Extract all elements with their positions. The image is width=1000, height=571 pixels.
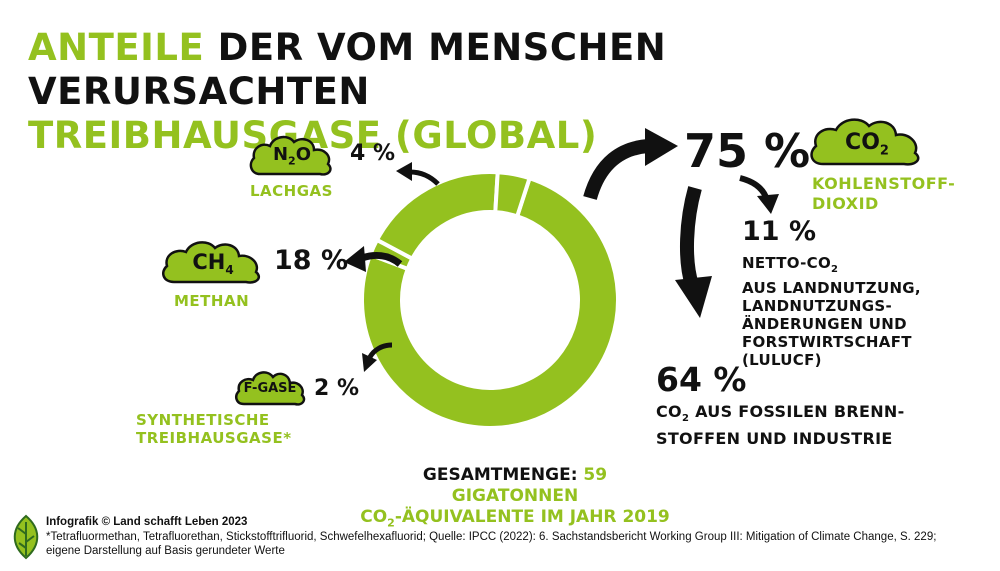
fgas-label: SYNTHETISCHE TREIBHAUSGASE*: [136, 411, 292, 447]
n2o-cloud: [249, 135, 332, 176]
arrow-to-ch4: [360, 252, 403, 267]
n2o-cloud-label: N2O: [272, 144, 312, 168]
arrow-to-co2: [583, 139, 649, 201]
leaf-logo-icon: [13, 514, 39, 560]
title-line-1: ANTEILE DER VOM MENSCHEN VERURSACHTEN: [28, 26, 1000, 114]
fossil-percent: 64 %: [656, 360, 747, 399]
ch4-label: METHAN: [174, 292, 250, 310]
footer-note-1: *Tetrafluormethan, Tetrafluorethan, Stic…: [46, 531, 937, 543]
footer-note-2: eigene Darstellung auf Basis gerundeter …: [46, 545, 285, 557]
arrow-to-fossil: [680, 186, 702, 288]
donut-slice-co2_total: [360, 175, 620, 430]
title-rest: DER VOM MENSCHEN VERURSACHTEN: [28, 26, 667, 113]
lulucf-percent: 11 %: [742, 216, 817, 247]
arrow-to-ch4-head: [344, 246, 366, 272]
n2o-label: LACHGAS: [250, 182, 333, 200]
co2-cloud: [810, 118, 920, 166]
ch4-cloud-label: CH4: [192, 250, 234, 278]
n2o-percent: 4 %: [350, 141, 396, 166]
arrow-to-fossil-head: [675, 276, 712, 318]
arrow-to-lulucf-head: [757, 194, 779, 214]
ch4-percent: 18 %: [274, 245, 349, 276]
arrow-to-fgas-head: [362, 353, 377, 372]
arrow-to-fgas: [367, 342, 393, 359]
footer-credit: Infografik © Land schafft Leben 2023: [46, 516, 248, 528]
lulucf-label: NETTO-CO2 AUS LANDNUTZUNG, LANDNUTZUNGS-…: [742, 254, 921, 369]
co2-label: KOHLENSTOFF- DIOXID: [812, 174, 956, 213]
donut-chart: [360, 170, 620, 430]
ch4-cloud: [161, 241, 261, 284]
arrow-to-n2o-head: [396, 162, 412, 181]
arrow-to-n2o: [409, 169, 440, 186]
total-amount: GESAMTMENGE: 59 GIGATONNEN CO2-ÄQUIVALEN…: [360, 465, 670, 530]
donut-slice-n2o: [493, 170, 533, 219]
fgas-cloud: [235, 371, 306, 406]
title-accent: ANTEILE: [28, 26, 205, 69]
fgas-percent: 2 %: [314, 376, 360, 401]
fgas-cloud-label: F-GASE: [243, 381, 297, 396]
arrow-to-co2-head: [645, 128, 678, 166]
co2-cloud-label: CO2: [845, 130, 889, 159]
co2-percent: 75 %: [684, 124, 811, 178]
page-title: ANTEILE DER VOM MENSCHEN VERURSACHTEN TR…: [28, 26, 1000, 158]
fossil-label: CO2 AUS FOSSILEN BRENN- STOFFEN UND INDU…: [656, 402, 905, 449]
